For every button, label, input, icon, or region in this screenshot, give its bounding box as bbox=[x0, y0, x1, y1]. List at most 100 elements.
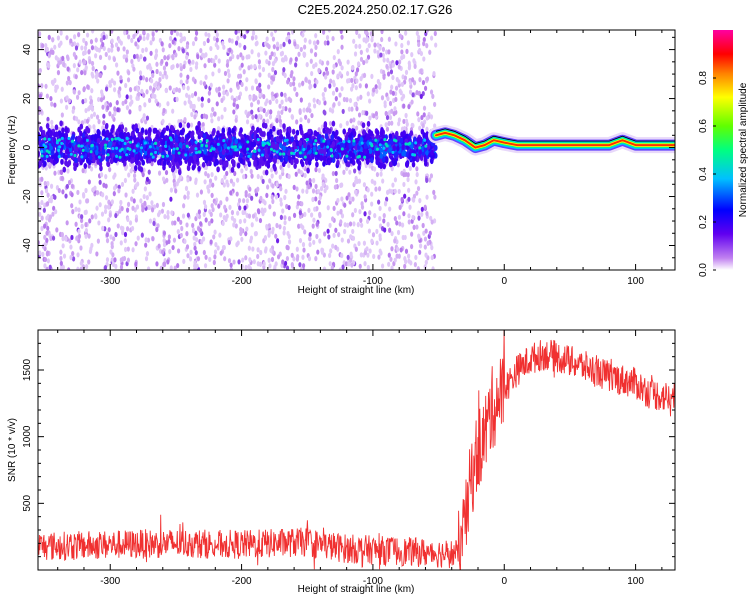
spectrogram-noise-speckle bbox=[45, 266, 49, 270]
spectrogram-noise-speckle bbox=[265, 36, 269, 42]
spectrogram-noise-speckle bbox=[194, 250, 198, 256]
spectrogram-noise-speckle bbox=[201, 126, 205, 132]
spectrogram-noise-speckle bbox=[204, 164, 208, 171]
spectrogram-noise-speckle bbox=[373, 166, 377, 172]
spectrogram-noise-speckle bbox=[166, 55, 170, 61]
spectrogram-noise-speckle bbox=[237, 259, 241, 265]
spectrogram-noise-speckle bbox=[122, 46, 126, 52]
spectrogram-noise-speckle bbox=[54, 55, 58, 61]
spectrogram-noise-speckle bbox=[319, 186, 324, 192]
spectrogram-noise-speckle bbox=[226, 68, 230, 74]
spectrogram-noise-speckle bbox=[328, 222, 332, 229]
spectrogram-noise-speckle bbox=[45, 215, 49, 221]
spectrogram-noise-speckle bbox=[433, 30, 437, 37]
spectrogram-noise-speckle bbox=[320, 247, 325, 253]
spectrogram-noise-speckle bbox=[421, 79, 426, 86]
spectrogram-noise-speckle bbox=[345, 70, 350, 77]
spectrogram-noise-speckle bbox=[191, 59, 195, 65]
spectrogram-noise-speckle bbox=[189, 249, 193, 255]
spectrogram-noise-speckle bbox=[368, 115, 372, 121]
spectrogram-noise-speckle bbox=[311, 196, 315, 203]
spectrogram-noise-speckle bbox=[416, 266, 420, 270]
spectrogram-band-peak bbox=[261, 153, 265, 157]
spectrogram-noise-speckle bbox=[251, 114, 255, 120]
spectrogram-band-peak bbox=[125, 136, 129, 140]
spectrogram-noise-speckle bbox=[202, 40, 207, 47]
spectrogram-band-peak bbox=[314, 139, 318, 143]
spectrogram-noise-speckle bbox=[417, 34, 421, 41]
spectrogram-noise-speckle bbox=[350, 262, 354, 268]
spectrogram-noise-speckle bbox=[262, 107, 266, 114]
spectrogram-band-speckle bbox=[279, 133, 284, 140]
spectrogram-noise-speckle bbox=[163, 55, 167, 61]
spectrogram-noise-speckle bbox=[157, 170, 162, 176]
spectrogram-noise-speckle bbox=[88, 59, 92, 65]
spectrogram-noise-speckle bbox=[133, 86, 137, 92]
spectrogram-noise-speckle bbox=[243, 205, 247, 211]
spectrogram-noise-speckle bbox=[92, 124, 96, 130]
spectrogram-noise-speckle bbox=[119, 199, 123, 206]
spectrogram-noise-speckle bbox=[342, 96, 347, 103]
spectrogram-band-speckle bbox=[73, 165, 77, 172]
spectrogram-noise-speckle bbox=[431, 266, 435, 270]
spectrogram-noise-speckle bbox=[336, 210, 340, 216]
spectrogram-noise-speckle bbox=[112, 185, 117, 191]
spectrogram-noise-speckle bbox=[221, 84, 226, 90]
spectrogram-noise-speckle bbox=[397, 117, 401, 123]
spectrogram-noise-speckle bbox=[357, 112, 362, 118]
spectrogram-band-speckle bbox=[65, 148, 70, 155]
spectrogram-noise-speckle bbox=[209, 112, 214, 118]
spectrogram-band-speckle bbox=[170, 166, 175, 173]
spectrogram-band-speckle bbox=[148, 127, 152, 134]
spectrogram-band-peak bbox=[322, 139, 326, 143]
spectrogram-noise-speckle bbox=[172, 237, 177, 243]
spectrogram-noise-speckle bbox=[256, 186, 260, 192]
spectrogram-noise-speckle bbox=[182, 84, 186, 91]
spectrogram-band-speckle bbox=[272, 157, 277, 164]
spectrogram-noise-speckle bbox=[202, 81, 207, 87]
spectrogram-band-speckle bbox=[363, 148, 368, 155]
spectrogram-band-peak bbox=[85, 138, 89, 142]
spectrogram-band-speckle bbox=[97, 129, 101, 136]
spectrogram-noise-speckle bbox=[162, 230, 167, 236]
spectrogram-noise-speckle bbox=[425, 177, 429, 184]
spectrogram-noise-speckle bbox=[266, 118, 270, 124]
spectrogram-noise-speckle bbox=[429, 114, 434, 120]
spectrogram-noise-speckle bbox=[425, 30, 429, 33]
spectrogram-noise-speckle bbox=[245, 226, 249, 232]
spectrogram-noise-speckle bbox=[172, 87, 176, 93]
spectrogram-band-peak bbox=[235, 148, 239, 152]
spectrogram-noise-speckle bbox=[347, 106, 351, 112]
spectrogram-noise-speckle bbox=[362, 182, 367, 188]
spectrogram-noise-speckle bbox=[161, 73, 165, 80]
spectrogram-noise-speckle bbox=[363, 194, 367, 200]
spectrogram-noise-speckle bbox=[230, 95, 234, 101]
spectrogram-noise-speckle bbox=[59, 260, 63, 266]
spectrogram-noise-speckle bbox=[85, 263, 89, 270]
spectrogram-band-peak bbox=[177, 151, 181, 155]
spectrogram-noise-speckle bbox=[270, 51, 274, 57]
spectrogram-noise-speckle bbox=[94, 37, 98, 43]
spectrogram-noise-speckle bbox=[175, 87, 179, 93]
spectrogram-noise-speckle bbox=[202, 249, 206, 256]
spectrogram-noise-speckle bbox=[386, 71, 391, 77]
spectrogram-noise-speckle bbox=[271, 226, 275, 232]
spectrogram-noise-speckle bbox=[166, 259, 170, 265]
spectrogram-noise-speckle bbox=[191, 40, 196, 47]
spectrogram-band-peak bbox=[272, 149, 276, 153]
spectrogram-band-speckle bbox=[324, 133, 329, 140]
spectrogram-noise-speckle bbox=[125, 207, 130, 213]
spectrogram-noise-speckle bbox=[59, 30, 63, 36]
spectrogram-noise-speckle bbox=[182, 258, 186, 265]
spectrogram-band-speckle bbox=[319, 154, 324, 161]
spectrogram-noise-speckle bbox=[40, 176, 44, 182]
spectrogram-band-peak bbox=[382, 146, 386, 150]
spectrogram-noise-speckle bbox=[265, 58, 269, 65]
spectrogram-noise-speckle bbox=[120, 205, 124, 212]
spectrogram-noise-speckle bbox=[418, 243, 423, 249]
spectrogram-noise-speckle bbox=[207, 32, 211, 38]
spectrogram-noise-speckle bbox=[225, 213, 229, 219]
spectrogram-noise-speckle bbox=[91, 65, 95, 72]
spectrogram-noise-speckle bbox=[307, 256, 312, 262]
spectrogram-noise-speckle bbox=[383, 227, 387, 233]
